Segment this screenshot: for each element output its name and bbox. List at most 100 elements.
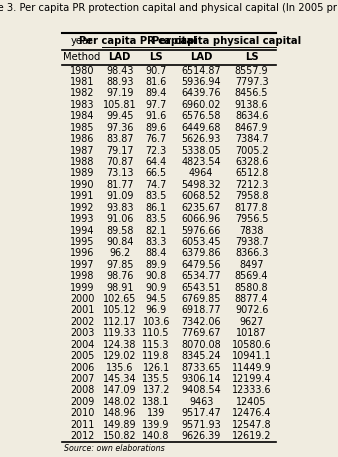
Text: 96.9: 96.9 <box>145 305 167 315</box>
Text: 1995: 1995 <box>70 237 94 247</box>
Text: 6439.76: 6439.76 <box>182 89 221 99</box>
Text: 9627: 9627 <box>240 317 264 327</box>
Text: 150.82: 150.82 <box>103 431 137 441</box>
Text: 9306.14: 9306.14 <box>182 374 221 384</box>
Text: 86.1: 86.1 <box>145 203 167 213</box>
Text: 6543.51: 6543.51 <box>182 282 221 292</box>
Text: 89.9: 89.9 <box>145 260 167 270</box>
Text: 9626.39: 9626.39 <box>182 431 221 441</box>
Text: 140.8: 140.8 <box>142 431 170 441</box>
Text: 2011: 2011 <box>70 420 94 430</box>
Text: 2010: 2010 <box>70 408 94 418</box>
Text: 2005: 2005 <box>70 351 94 361</box>
Text: 2001: 2001 <box>70 305 94 315</box>
Text: 119.8: 119.8 <box>142 351 170 361</box>
Text: 99.45: 99.45 <box>106 112 134 122</box>
Text: 138.1: 138.1 <box>142 397 170 407</box>
Text: 8877.4: 8877.4 <box>235 294 268 304</box>
Text: 72.3: 72.3 <box>145 146 167 155</box>
Text: 2012: 2012 <box>70 431 94 441</box>
Text: 8580.8: 8580.8 <box>235 282 268 292</box>
Text: 5976.66: 5976.66 <box>182 226 221 235</box>
Text: 8569.4: 8569.4 <box>235 271 268 281</box>
Text: 93.83: 93.83 <box>106 203 134 213</box>
Text: 7769.67: 7769.67 <box>182 328 221 338</box>
Text: 12619.2: 12619.2 <box>232 431 271 441</box>
Text: 6066.96: 6066.96 <box>182 214 221 224</box>
Text: 83.87: 83.87 <box>106 134 134 144</box>
Text: 12405: 12405 <box>236 397 267 407</box>
Text: 5936.94: 5936.94 <box>182 77 221 87</box>
Text: 88.93: 88.93 <box>106 77 134 87</box>
Text: 126.1: 126.1 <box>143 362 170 372</box>
Text: 73.13: 73.13 <box>106 169 134 178</box>
Text: Source: own elaborations: Source: own elaborations <box>64 444 165 453</box>
Text: 97.7: 97.7 <box>145 100 167 110</box>
Text: 12199.4: 12199.4 <box>232 374 271 384</box>
Text: Per capita physical capital: Per capita physical capital <box>152 37 301 46</box>
Text: 9571.93: 9571.93 <box>181 420 221 430</box>
Text: 2009: 2009 <box>70 397 94 407</box>
Text: 1998: 1998 <box>70 271 94 281</box>
Text: 7005.2: 7005.2 <box>235 146 268 155</box>
Text: 9072.6: 9072.6 <box>235 305 268 315</box>
Text: 1981: 1981 <box>70 77 94 87</box>
Text: 8497: 8497 <box>239 260 264 270</box>
Text: 12547.8: 12547.8 <box>232 420 271 430</box>
Text: 8634.6: 8634.6 <box>235 112 268 122</box>
Text: 9138.6: 9138.6 <box>235 100 268 110</box>
Text: LS: LS <box>245 52 259 62</box>
Text: 112.17: 112.17 <box>103 317 137 327</box>
Text: 1992: 1992 <box>70 203 94 213</box>
Text: 124.38: 124.38 <box>103 340 137 350</box>
Text: 64.4: 64.4 <box>145 157 167 167</box>
Text: 91.09: 91.09 <box>106 191 134 201</box>
Text: 119.33: 119.33 <box>103 328 137 338</box>
Text: 82.1: 82.1 <box>145 226 167 235</box>
Text: 81.6: 81.6 <box>145 77 167 87</box>
Text: 139.9: 139.9 <box>142 420 170 430</box>
Text: 6918.77: 6918.77 <box>182 305 221 315</box>
Text: 89.6: 89.6 <box>145 123 167 133</box>
Text: 2004: 2004 <box>70 340 94 350</box>
Text: 1991: 1991 <box>70 191 94 201</box>
Text: 6449.68: 6449.68 <box>182 123 221 133</box>
Text: 70.87: 70.87 <box>106 157 134 167</box>
Text: 76.7: 76.7 <box>145 134 167 144</box>
Text: 1987: 1987 <box>70 146 94 155</box>
Text: 8177.8: 8177.8 <box>235 203 268 213</box>
Text: 9463: 9463 <box>189 397 213 407</box>
Text: 6960.02: 6960.02 <box>182 100 221 110</box>
Text: 90.9: 90.9 <box>145 282 167 292</box>
Text: 129.02: 129.02 <box>103 351 136 361</box>
Text: 6479.56: 6479.56 <box>182 260 221 270</box>
Text: 6379.86: 6379.86 <box>182 248 221 258</box>
Text: 1989: 1989 <box>70 169 94 178</box>
Text: 4823.54: 4823.54 <box>182 157 221 167</box>
Text: 6053.45: 6053.45 <box>182 237 221 247</box>
Text: 2000: 2000 <box>70 294 94 304</box>
Text: 6534.77: 6534.77 <box>182 271 221 281</box>
Text: 1985: 1985 <box>70 123 94 133</box>
Text: 1988: 1988 <box>70 157 94 167</box>
Text: 7838: 7838 <box>239 226 264 235</box>
Text: 135.6: 135.6 <box>106 362 134 372</box>
Text: 7384.7: 7384.7 <box>235 134 268 144</box>
Text: LAD: LAD <box>108 52 131 62</box>
Text: 91.6: 91.6 <box>145 112 167 122</box>
Text: 7212.3: 7212.3 <box>235 180 268 190</box>
Text: 81.77: 81.77 <box>106 180 134 190</box>
Text: 89.58: 89.58 <box>106 226 134 235</box>
Text: Per capita PR capital: Per capita PR capital <box>79 37 197 46</box>
Text: 135.5: 135.5 <box>142 374 170 384</box>
Text: 8345.24: 8345.24 <box>182 351 221 361</box>
Text: 9517.47: 9517.47 <box>181 408 221 418</box>
Text: Table 3. Per capita PR protection capital and physical capital (In 2005 prices): Table 3. Per capita PR protection capita… <box>0 3 338 13</box>
Text: 7938.7: 7938.7 <box>235 237 268 247</box>
Text: 7797.3: 7797.3 <box>235 77 268 87</box>
Text: 6576.58: 6576.58 <box>182 112 221 122</box>
Text: 7956.5: 7956.5 <box>235 214 268 224</box>
Text: 74.7: 74.7 <box>145 180 167 190</box>
Text: 6328.6: 6328.6 <box>235 157 268 167</box>
Text: 10941.1: 10941.1 <box>232 351 271 361</box>
